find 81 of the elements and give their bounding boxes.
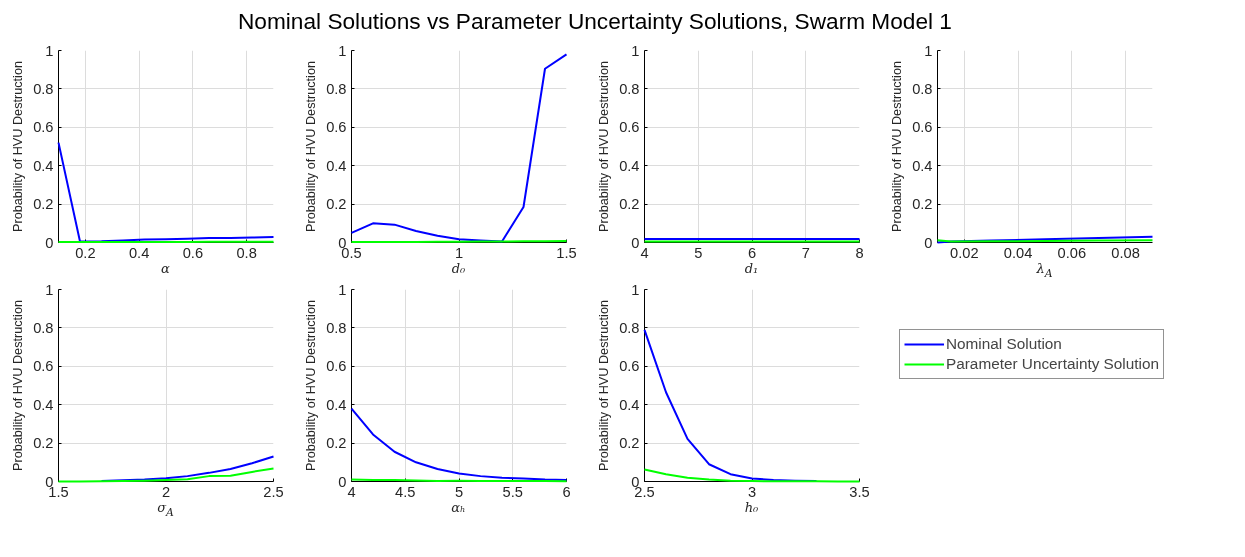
y-tick-label: 0.8 <box>33 81 54 98</box>
x-tick-label: 4 <box>640 244 649 261</box>
x-axis-title: d₁ <box>744 260 759 279</box>
x-tick-label: 4.5 <box>395 483 416 500</box>
y-tick-label: 0.4 <box>619 158 640 175</box>
x-tick-label: 0.06 <box>1057 244 1087 261</box>
y-tick-label: 0.6 <box>619 119 640 136</box>
y-axis-title: Probability of HVU Destruction <box>304 300 319 472</box>
x-tick-label: 2 <box>161 483 171 500</box>
y-tick-label: 1 <box>45 42 54 59</box>
y-tick-label: 1 <box>45 281 54 298</box>
y-axis-title: Probability of HVU Destruction <box>304 61 319 233</box>
y-tick-label: 0.6 <box>326 119 347 136</box>
y-tick-label: 0.4 <box>912 158 933 175</box>
y-tick-label: 0 <box>45 234 54 251</box>
x-tick-label: 1 <box>454 244 464 261</box>
x-tick-label: 0.08 <box>1111 244 1140 261</box>
y-tick-label: 0.4 <box>326 397 347 414</box>
y-tick-label: 0.6 <box>33 358 54 375</box>
x-tick-label: 7 <box>801 244 810 261</box>
y-tick-label: 0.6 <box>33 119 54 136</box>
y-tick-label: 1 <box>338 281 347 298</box>
x-axis-title: λ$_{A}$ <box>1036 260 1053 282</box>
x-tick-label: 6 <box>747 244 757 261</box>
x-tick-label: 4 <box>347 483 356 500</box>
x-tick-label: 1.5 <box>556 244 577 261</box>
y-tick-label: 1 <box>631 281 640 298</box>
x-tick-label: 0.04 <box>1003 244 1033 261</box>
y-tick-label: 0 <box>338 473 347 490</box>
y-tick-label: 0.8 <box>912 81 933 98</box>
y-tick-label: 0.8 <box>619 320 640 337</box>
y-tick-label: 0.8 <box>326 320 347 337</box>
y-axis-title: Probability of HVU Destruction <box>597 61 612 233</box>
x-axis-title: σ$_{A}$ <box>157 499 174 521</box>
y-tick-label: 0.4 <box>326 158 347 175</box>
y-tick-label: 0.2 <box>619 196 640 213</box>
y-tick-label: 0.6 <box>912 119 933 136</box>
x-tick-label: 0.2 <box>75 244 96 261</box>
x-axis-title: d₀ <box>451 260 466 279</box>
x-tick-label: 0.02 <box>950 244 979 261</box>
x-tick-label: 0.4 <box>128 244 150 261</box>
y-tick-label: 0.4 <box>33 158 54 175</box>
y-tick-label: 0.2 <box>33 196 54 213</box>
text: Nominal Solutions vs Parameter Uncertainty Solutions, Swarm Model 1 <box>238 7 952 36</box>
x-tick-label: 2.5 <box>263 483 284 500</box>
x-tick-label: 5 <box>694 244 703 261</box>
y-axis-title: Probability of HVU Destruction <box>11 61 26 233</box>
x-tick-label: 6 <box>562 483 571 500</box>
y-tick-label: 0.4 <box>33 397 54 414</box>
x-axis-title: α <box>161 260 170 279</box>
x-tick-label: 8 <box>855 244 864 261</box>
y-tick-label: 0 <box>631 234 640 251</box>
y-axis-title: Probability of HVU Destruction <box>597 300 612 472</box>
x-tick-label: 0.6 <box>182 244 204 261</box>
y-tick-label: 0.8 <box>326 81 347 98</box>
y-tick-label: 0.6 <box>326 358 347 375</box>
x-tick-label: 3 <box>747 483 757 500</box>
y-tick-label: 0.2 <box>33 435 54 452</box>
x-tick-label: 5 <box>454 483 464 500</box>
y-tick-label: 1 <box>631 42 640 59</box>
y-tick-label: 0.2 <box>326 435 347 452</box>
x-tick-label: 3.5 <box>849 483 870 500</box>
y-tick-label: 1 <box>924 42 933 59</box>
y-tick-label: 0.2 <box>326 196 347 213</box>
x-tick-label: 0.8 <box>236 244 257 261</box>
y-tick-label: 0.8 <box>33 320 54 337</box>
legend-label: Parameter Uncertainty Solution <box>946 355 1159 374</box>
y-tick-label: 0.4 <box>619 397 640 414</box>
x-tick-label: 5.5 <box>502 483 523 500</box>
legend-label: Nominal Solution <box>946 335 1062 354</box>
y-tick-label: 0.6 <box>619 358 640 375</box>
x-axis-title: h₀ <box>744 499 759 518</box>
y-tick-label: 0.2 <box>912 196 933 213</box>
x-axis-title: αₕ <box>451 499 466 518</box>
line-series <box>350 53 568 243</box>
y-tick-label: 0 <box>924 234 933 251</box>
y-axis-title: Probability of HVU Destruction <box>11 300 26 472</box>
y-tick-label: 0.8 <box>619 81 640 98</box>
y-tick-label: 0.2 <box>619 435 640 452</box>
y-tick-label: 1 <box>338 42 347 59</box>
y-axis-title: Probability of HVU Destruction <box>890 61 905 233</box>
